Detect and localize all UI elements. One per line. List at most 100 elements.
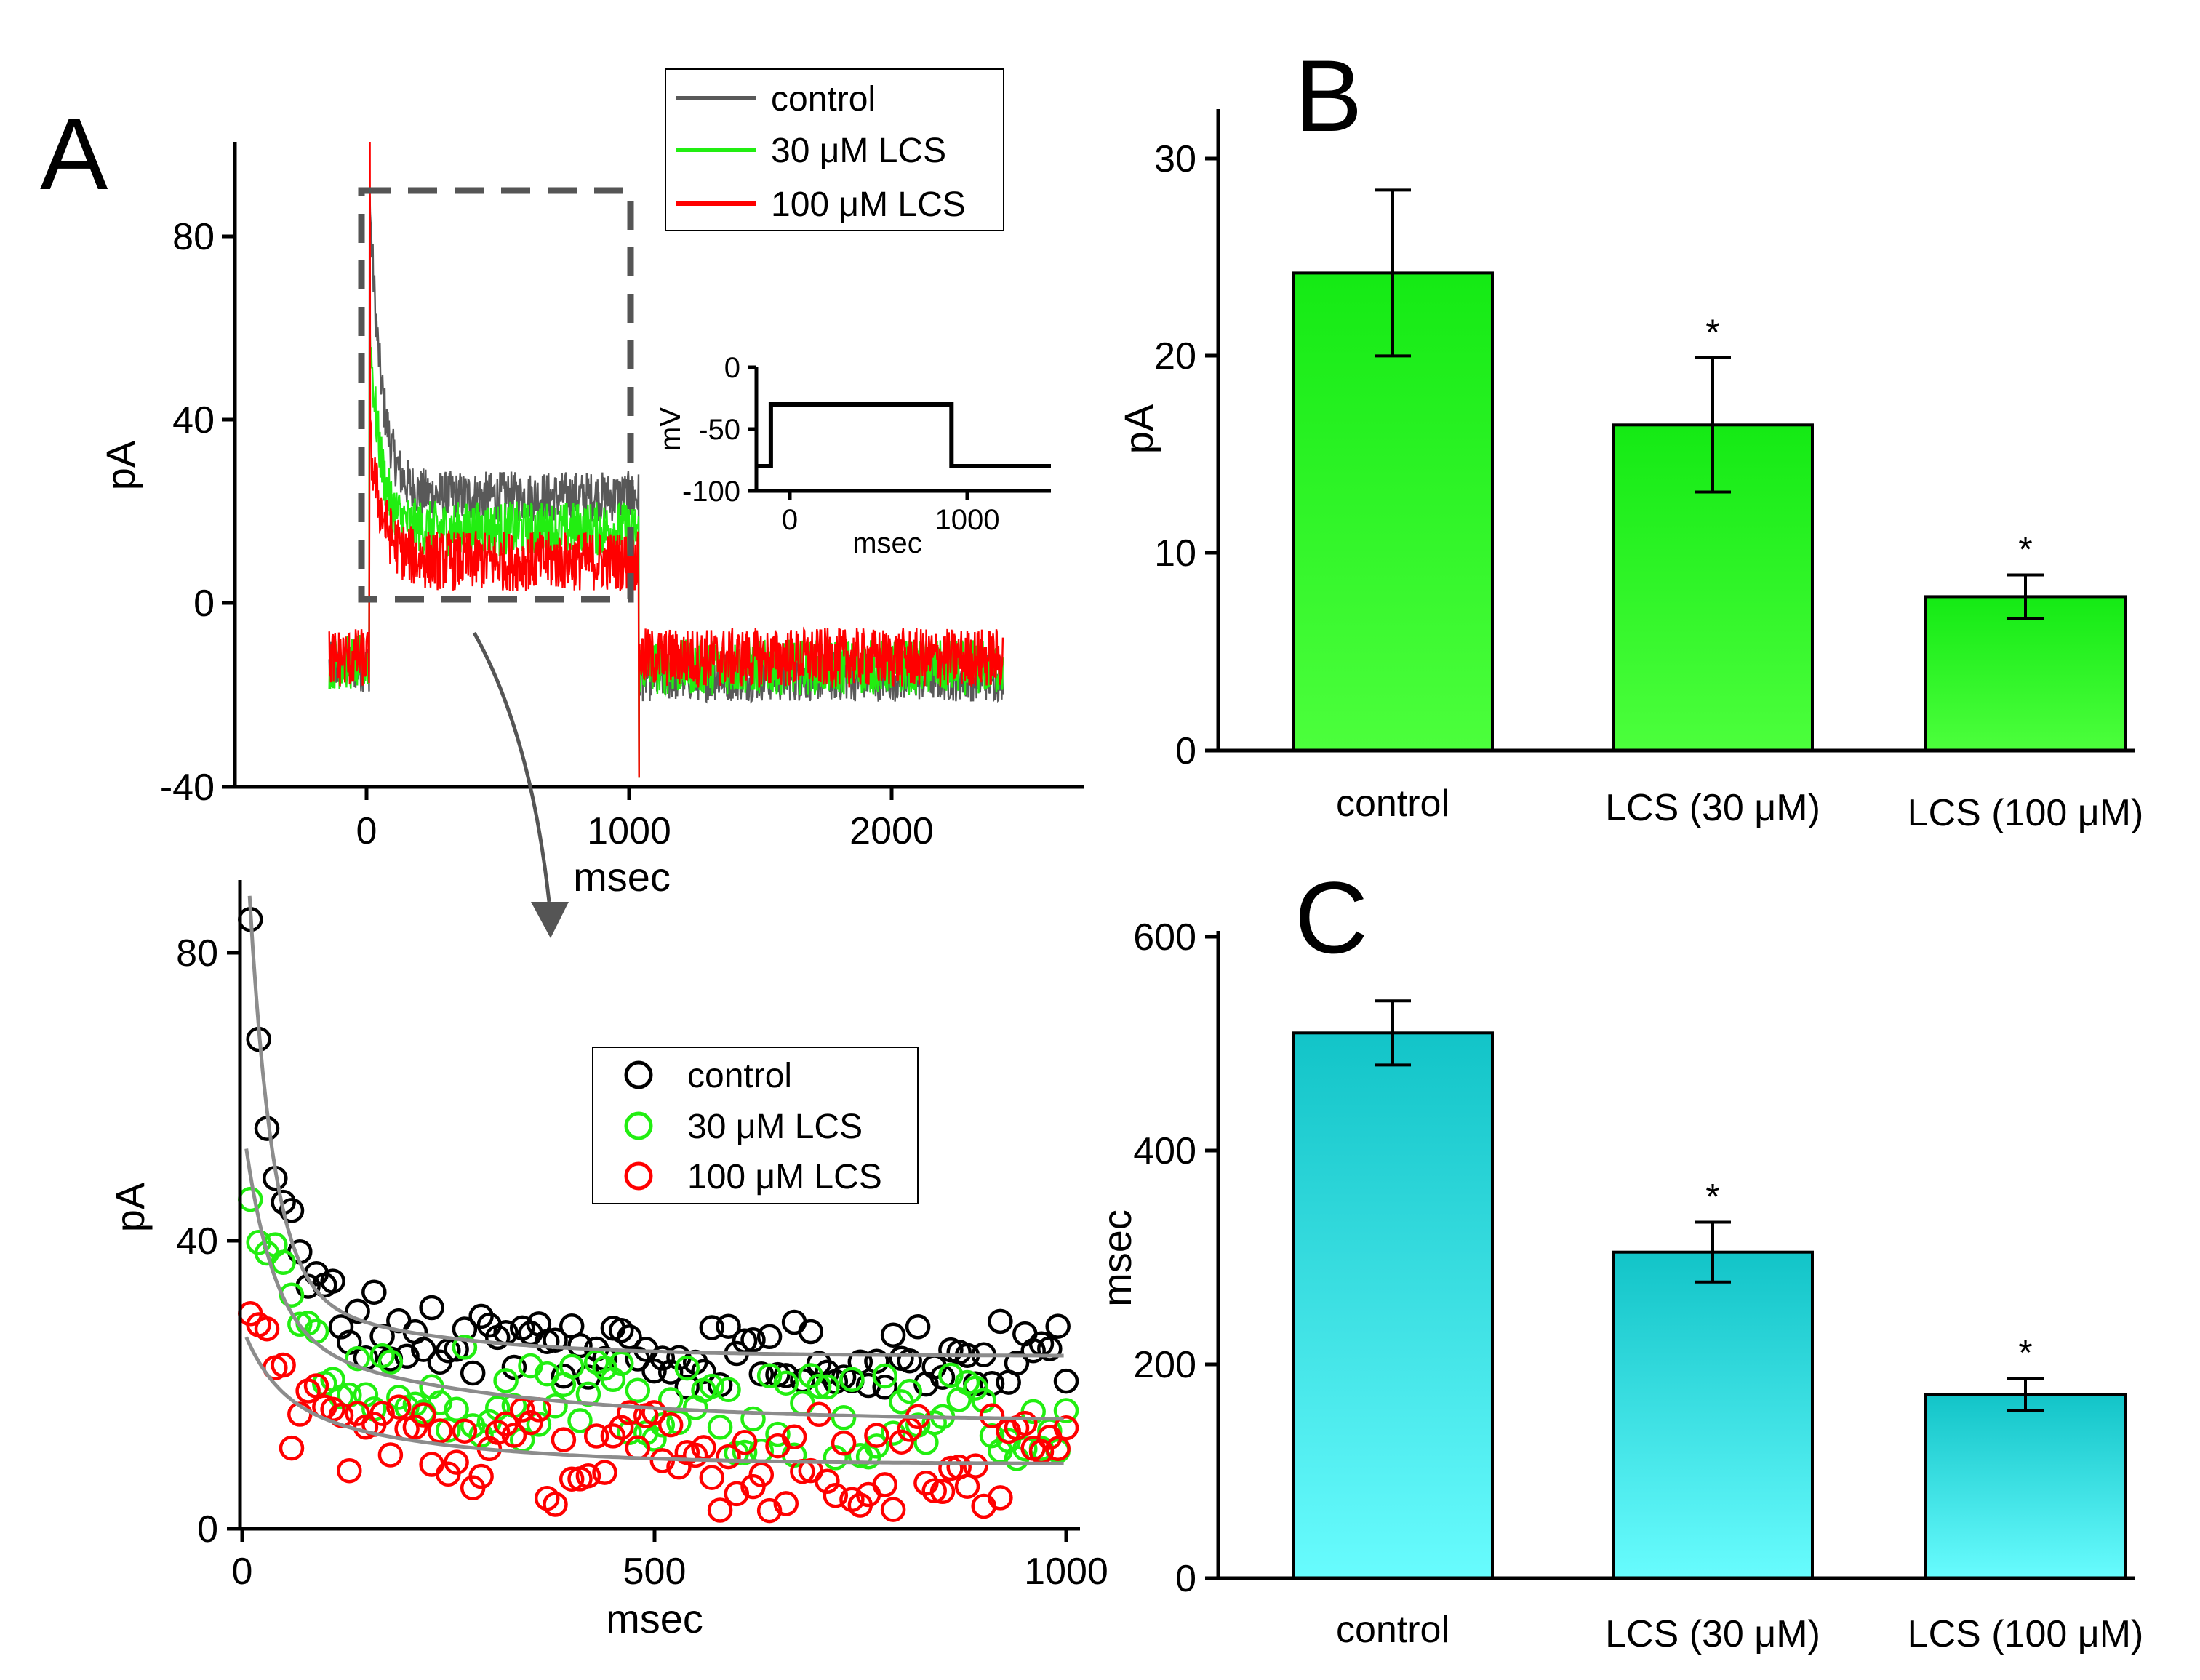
scatter-point-lcs100 (872, 1472, 897, 1497)
scatter-point-lcs30 (493, 1368, 519, 1393)
scatter-point-lcs100 (551, 1427, 577, 1452)
scatter-point-lcs100 (377, 1442, 404, 1468)
y-tick-label: 10 (1154, 532, 1196, 575)
scatter-point-lcs30 (427, 1390, 453, 1415)
scatter-point-control (567, 1332, 593, 1359)
scatter-point-lcs100 (756, 1497, 783, 1524)
x-ticks: 0 1000 2000 (356, 787, 934, 852)
scatter-point-lcs30 (543, 1393, 568, 1419)
scatter-point-lcs30 (765, 1421, 791, 1447)
scatter-point-control (905, 1314, 931, 1340)
scatter-point-control (897, 1348, 922, 1374)
y-tick-label: 0 (197, 1508, 218, 1551)
bar-1 (1612, 1250, 1814, 1580)
y-axis-label: pA (97, 440, 143, 490)
panel-a-traces: A -40 0 40 80 0 1000 2000 (40, 68, 1084, 938)
y-tick-label: 80 (172, 216, 215, 258)
category-label: control (1336, 783, 1449, 825)
y-tick-label: 40 (176, 1220, 218, 1263)
scatter-point-lcs100 (484, 1420, 511, 1445)
scatter-point-control (345, 1298, 370, 1324)
scatter-point-lcs100 (279, 1435, 305, 1461)
scatter-point-lcs30 (823, 1445, 849, 1471)
scatter-point-lcs100 (954, 1473, 980, 1499)
arrow-path (472, 631, 551, 903)
scatter-point-lcs100 (592, 1460, 617, 1485)
fit-curve-lcs100 (244, 1336, 1064, 1465)
y-tick-label: -40 (160, 767, 215, 809)
significance-marker: * (2018, 529, 2032, 570)
scatter-point-lcs30 (452, 1335, 478, 1360)
category-label: LCS (30 μM) (1605, 1613, 1820, 1655)
y-tick-label: 30 (1154, 138, 1196, 180)
scatter-point-lcs30 (674, 1355, 700, 1381)
scatter-point-control (674, 1375, 700, 1400)
bars-b: ** (1292, 188, 2127, 753)
zoom-region-box (358, 187, 634, 603)
panel-c-bar-chart: C ** 0 200 400 600 msec control LCS (30 … (1094, 860, 2143, 1655)
scatter-point-lcs30 (938, 1362, 964, 1388)
scatter-point-lcs100 (748, 1462, 775, 1487)
scatter-point-lcs100 (452, 1418, 478, 1444)
scatter-point-control (880, 1322, 906, 1348)
scatter-point-lcs30 (444, 1396, 469, 1423)
significance-marker: * (2018, 1332, 2032, 1373)
scatter-point-control (765, 1361, 791, 1388)
category-label: LCS (30 μM) (1605, 787, 1820, 829)
scatter-point-control (657, 1359, 684, 1385)
category-label: control (1336, 1609, 1449, 1651)
y-tick-label: 20 (1154, 335, 1196, 377)
y-tick-label: 80 (176, 932, 218, 975)
scatter-point-lcs30 (271, 1249, 296, 1275)
panel-b-label: B (1295, 39, 1362, 153)
x-tick-label: 1000 (587, 810, 671, 852)
scatter-point-lcs30 (963, 1375, 988, 1401)
arrow-head (531, 902, 569, 938)
category-label: LCS (100 μM) (1908, 1613, 2144, 1655)
y-axis-label: pA (107, 1182, 153, 1232)
legend-label: 30 μM LCS (687, 1108, 863, 1146)
scatter-point-control (411, 1337, 436, 1362)
scatter-point-lcs100 (699, 1465, 725, 1490)
x-tick-label: 2000 (849, 810, 934, 852)
scatter-point-lcs30 (872, 1363, 897, 1389)
legend-marker-lcs100 (624, 1161, 653, 1191)
scatter-point-lcs100 (707, 1497, 733, 1523)
scatter-point-control (756, 1324, 783, 1350)
scatter-point-control (740, 1327, 766, 1353)
scatter-point-lcs100 (929, 1479, 956, 1505)
legend-label: 100 μM LCS (687, 1158, 882, 1196)
y-ticks: 0 200 400 600 (1133, 916, 1218, 1600)
inset-y-tick-label: -100 (682, 476, 740, 508)
bar-2 (1924, 1393, 2127, 1580)
legend-label: 100 μM LCS (771, 185, 966, 224)
scatter-point-control (864, 1348, 889, 1374)
scatter-point-lcs30 (707, 1415, 733, 1440)
scatter-point-lcs100 (963, 1453, 988, 1479)
scatter-point-lcs100 (988, 1485, 1013, 1511)
scatter-point-control (988, 1308, 1013, 1335)
panel-b-bar-chart: B ** 0 10 20 30 pA control LCS (30 μM) L… (1116, 39, 2143, 834)
scatter-point-control (501, 1354, 527, 1380)
x-ticks: 0 500 1000 (232, 1529, 1108, 1593)
scatter-point-control (649, 1345, 676, 1371)
panel-a-fit: 0 40 80 0 500 1000 msec pA control 30 μM… (107, 880, 1108, 1641)
y-tick-label: 0 (1175, 730, 1196, 772)
scatter-point-control (1045, 1313, 1071, 1339)
scatter-point-control (1020, 1337, 1046, 1364)
scatter-point-lcs30 (740, 1406, 766, 1432)
y-tick-label: 40 (172, 399, 215, 441)
scatter-point-control (543, 1327, 568, 1353)
trace-lines (328, 141, 1004, 778)
trace-control (328, 194, 1004, 778)
scatter-point-lcs100 (641, 1400, 667, 1425)
scatter-point-lcs30 (377, 1349, 404, 1375)
scatter-point-lcs100 (303, 1373, 329, 1399)
scatter-point-lcs30 (732, 1439, 758, 1465)
scatter-point-control (394, 1343, 420, 1369)
scatter-point-lcs30 (1053, 1398, 1079, 1423)
scatter-point-lcs100 (1012, 1410, 1038, 1436)
y-tick-label: 600 (1133, 916, 1196, 959)
scatter-point-lcs100 (337, 1457, 362, 1484)
y-ticks: -40 0 40 80 (160, 216, 235, 809)
